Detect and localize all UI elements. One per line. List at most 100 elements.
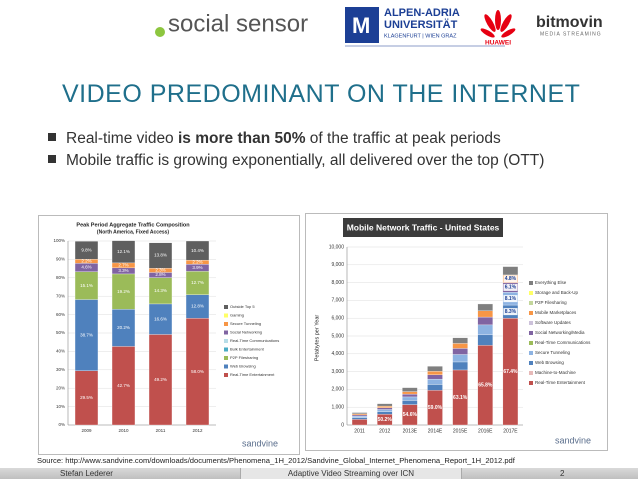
brand: sandvine	[555, 435, 591, 445]
y-tick-label: 1,000	[331, 405, 344, 411]
legend-swatch	[529, 291, 533, 295]
y-tick-label: 3,000	[331, 369, 344, 375]
y-tick-label: 10,000	[329, 244, 345, 250]
data-label: 12.8%	[191, 304, 204, 309]
bar-segment	[111, 240, 136, 264]
legend-label: Web Browsing	[535, 360, 564, 365]
data-label: 16.6%	[154, 316, 167, 321]
bar-segment	[452, 361, 468, 371]
x-tick-label: 2010	[118, 428, 129, 433]
label-box	[503, 275, 518, 283]
x-tick-label: 2012	[192, 428, 203, 433]
x-tick-label: 2013E	[403, 428, 418, 434]
legend-label: P2P Filesharing	[230, 355, 258, 360]
legend-label: Software Updates	[535, 320, 572, 325]
logo-aau-2: UNIVERSITÄT	[384, 18, 458, 31]
label-box	[503, 295, 518, 303]
data-label: 29.5%	[80, 395, 93, 400]
bar-segment	[351, 419, 368, 426]
bar-segment	[377, 403, 393, 407]
data-label: 2.8%	[155, 272, 165, 277]
y-tick-label: 70%	[56, 293, 65, 298]
legend-label: Machine-to-Machine	[535, 370, 576, 375]
data-label: 20.2%	[117, 325, 130, 330]
chart-subtitle: (North America, Fixed Access)	[97, 229, 169, 235]
data-label: 9.8%	[81, 247, 91, 252]
logo-bitmovin-sub: MEDIA STREAMING	[540, 31, 602, 37]
data-label: 54.6%	[403, 412, 418, 418]
legend-label: P2P Filesharing	[535, 300, 567, 305]
data-label: 6.1%	[505, 285, 517, 291]
bar-segment	[477, 334, 493, 346]
bar-segment	[427, 374, 443, 380]
y-tick-label: 100%	[53, 238, 65, 243]
data-label: 12.7%	[191, 280, 204, 285]
label-box	[503, 283, 518, 291]
brand: sandvine	[242, 438, 278, 448]
legend-swatch	[529, 351, 533, 355]
data-label: 67.4%	[503, 369, 518, 375]
legend-label: Real-Time Entertainment	[230, 372, 275, 377]
y-tick-label: 2,000	[331, 387, 344, 393]
data-label: 8.3%	[505, 309, 517, 315]
data-label: 50.2%	[378, 417, 393, 423]
data-label: 65.8%	[478, 383, 493, 389]
bar-segment	[351, 412, 368, 415]
bar-segment	[402, 400, 418, 405]
y-tick-label: 8,000	[331, 280, 344, 286]
y-tick-label: 6,000	[331, 316, 344, 322]
y-tick-label: 9,000	[331, 262, 344, 268]
legend-swatch	[529, 371, 533, 375]
label-box	[503, 308, 518, 316]
bar-segment	[452, 354, 468, 363]
legend-label: Secure Tunneling	[535, 350, 571, 355]
logo-aau-3: KLAGENFURT | WIEN GRAZ	[384, 33, 457, 39]
bar-segment	[377, 411, 393, 415]
y-tick-label: 7,000	[331, 298, 344, 304]
x-tick-label: 2014E	[428, 428, 443, 434]
bar-segment	[402, 391, 418, 395]
legend-swatch	[529, 381, 533, 385]
x-tick-label: 2011	[156, 428, 166, 433]
bar-segment	[427, 371, 443, 376]
bar-segment	[402, 387, 418, 392]
data-label: 2.7%	[118, 263, 128, 268]
bar-segment	[477, 303, 493, 311]
x-tick-label: 2011	[354, 428, 365, 434]
legend-swatch	[529, 341, 533, 345]
bar-segment	[477, 316, 493, 326]
data-label: 4.6%	[81, 265, 91, 270]
legend-swatch	[529, 331, 533, 335]
bullet-text: Mobile traffic is growing exponentially,…	[66, 152, 545, 169]
bar-segment	[477, 324, 493, 336]
logo-aau-m: M	[352, 13, 370, 38]
legend-swatch	[224, 347, 228, 352]
y-tick-label: 30%	[56, 367, 65, 372]
legend-label: Real-Time Communications	[535, 340, 591, 345]
bullet-bold: is more than 50%	[178, 130, 306, 147]
legend-label: Mobile Marketplaces	[535, 310, 577, 315]
bar-segment	[377, 409, 393, 412]
data-label: 19.2%	[117, 289, 130, 294]
bar-segment	[452, 348, 468, 355]
legend-swatch	[529, 301, 533, 305]
bar-segment	[351, 413, 368, 416]
data-label: 3.9%	[192, 265, 202, 270]
data-label: 63.1%	[453, 395, 468, 401]
chart-title: Mobile Network Traffic - United States	[347, 222, 500, 232]
logo-huawei-mark	[480, 10, 516, 38]
bar-segment	[427, 366, 443, 372]
y-tick-label: 40%	[56, 349, 65, 354]
legend-label: Web Browsing	[230, 364, 256, 369]
data-label: 38.7%	[80, 332, 93, 337]
bar-segment	[351, 416, 368, 418]
bar-segment	[502, 266, 519, 276]
bar-segment	[477, 310, 493, 318]
legend-label: Gaming	[230, 313, 244, 318]
legend-swatch	[529, 311, 533, 315]
legend-label: Social Networking	[230, 330, 262, 335]
x-tick-label: 2009	[81, 428, 92, 433]
x-tick-label: 2012	[379, 428, 390, 434]
data-label: 2.3%	[155, 268, 165, 273]
